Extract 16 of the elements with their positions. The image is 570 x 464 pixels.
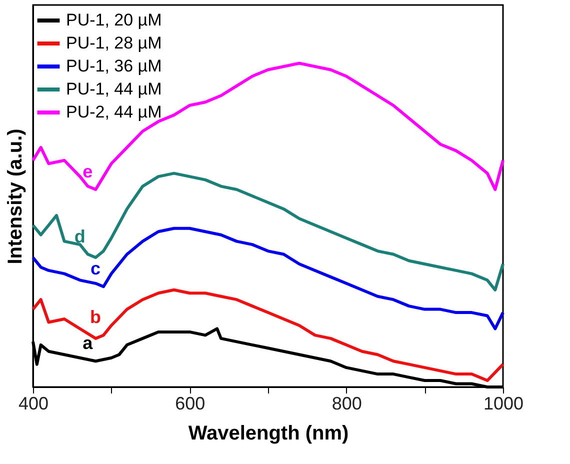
- legend-label: PU-2, 44 µM: [66, 102, 162, 122]
- legend-label: PU-1, 20 µM: [66, 10, 162, 30]
- legend-label: PU-1, 44 µM: [66, 80, 162, 98]
- x-tick-label: 600: [175, 394, 206, 414]
- x-tick-label: 800: [332, 394, 362, 414]
- y-axis-title: Intensity (a.u.): [4, 128, 26, 264]
- x-tick-label: 1000: [483, 394, 524, 414]
- legend-label: PU-1, 36 µM: [66, 56, 162, 76]
- annotation: b: [90, 307, 101, 328]
- annotation: e: [82, 162, 93, 182]
- legend-label: PU-1, 28 µM: [66, 34, 162, 52]
- x-tick-label: 400: [18, 394, 49, 414]
- x-axis-title: Wavelength (nm): [188, 422, 349, 444]
- annotation: c: [90, 258, 101, 279]
- annotation: a: [82, 333, 94, 354]
- annotation: d: [74, 226, 86, 246]
